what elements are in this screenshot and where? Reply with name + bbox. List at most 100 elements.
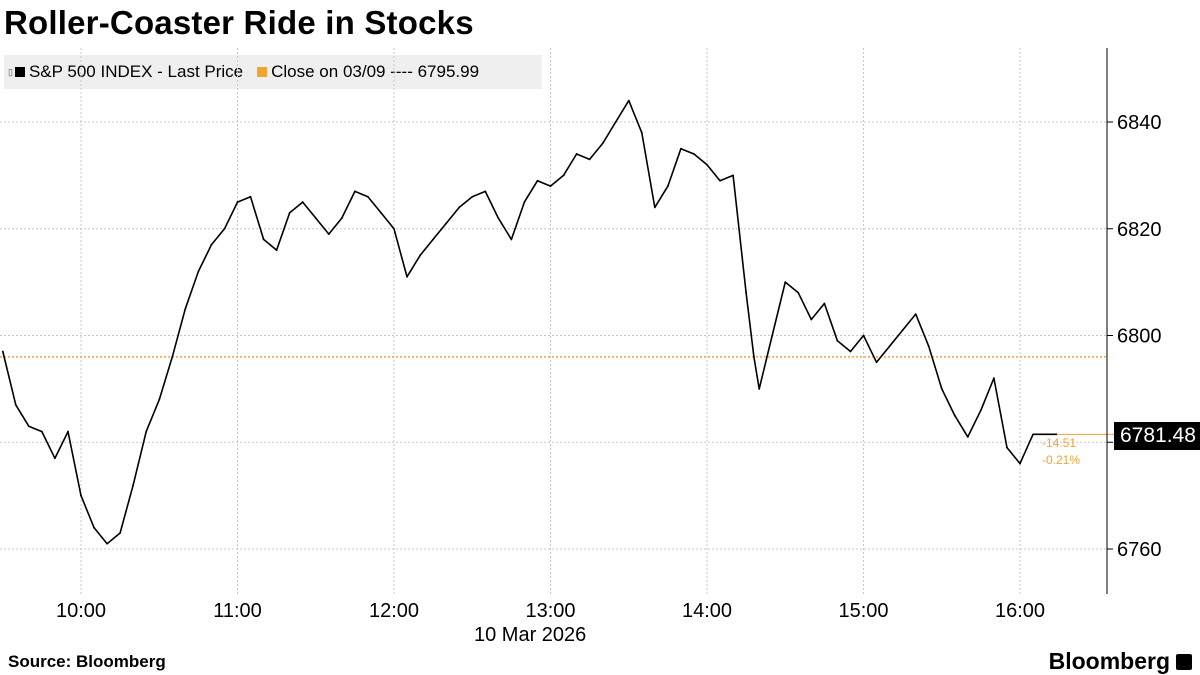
price-point — [80, 494, 82, 497]
price-point — [914, 313, 917, 316]
legend-item-series: ▯ S&P 500 INDEX - Last Price — [4, 62, 243, 82]
chart-title: Roller-Coaster Ride in Stocks — [4, 4, 474, 41]
price-point — [745, 291, 748, 294]
price-point — [54, 457, 56, 460]
price-point — [640, 131, 643, 134]
price-point — [758, 387, 761, 390]
price-point — [458, 206, 461, 209]
x-tick-label: 11:00 — [213, 600, 262, 622]
price-point — [40, 430, 43, 433]
price-point — [588, 158, 591, 161]
price-point — [497, 217, 500, 219]
price-point — [288, 211, 291, 214]
series-layer — [1, 99, 1114, 545]
price-point — [119, 532, 122, 534]
price-point — [158, 398, 161, 401]
price-point — [327, 233, 330, 235]
price-point — [145, 430, 148, 433]
x-tick-label: 10:00 — [56, 600, 106, 622]
price-point — [627, 99, 630, 102]
price-point — [966, 436, 969, 438]
price-point — [836, 339, 839, 342]
y-tick-label: 6820 — [1117, 219, 1162, 241]
price-point — [314, 217, 317, 219]
legend-close-label: Close on 03/09 ---- 6795.99 — [271, 62, 480, 81]
x-tick-label: 15:00 — [838, 600, 888, 622]
x-tick-label: 16:00 — [995, 600, 1045, 622]
price-point — [340, 217, 343, 219]
last-price-badge: 6781.48 — [1114, 422, 1200, 450]
brand-name: Bloomberg — [1048, 648, 1170, 674]
price-point — [223, 227, 226, 230]
price-point — [753, 355, 755, 358]
legend-marker-icon: ▯ — [8, 66, 13, 77]
price-point — [784, 281, 787, 284]
bloomberg-logo-icon — [1176, 653, 1192, 670]
price-point — [171, 355, 174, 358]
price-point — [797, 291, 800, 294]
price-point — [862, 334, 865, 337]
tick-label-layer: 6760678068006820684010:0011:0012:0013:00… — [56, 112, 1162, 622]
price-point — [901, 329, 904, 332]
date-label: 10 Mar 2026 — [474, 624, 587, 646]
price-point — [1, 350, 4, 353]
price-point — [940, 387, 943, 390]
brand-logo: Bloomberg — [1049, 648, 1192, 675]
legend: ▯ S&P 500 INDEX - Last Price Close on 03… — [4, 55, 542, 89]
price-point — [993, 377, 995, 380]
price-point — [249, 195, 252, 198]
change-pct-label: -0.21% — [1042, 453, 1081, 467]
price-point — [406, 275, 408, 278]
price-point — [849, 350, 852, 353]
price-point — [979, 409, 982, 412]
legend-item-close: Close on 03/09 ---- 6795.99 — [257, 62, 479, 82]
price-point — [614, 121, 617, 123]
axis-layer — [1106, 48, 1113, 594]
price-point — [523, 201, 526, 203]
price-point — [471, 195, 474, 198]
price-series-line — [2, 99, 1034, 545]
y-tick-label: 6800 — [1117, 326, 1162, 348]
price-point — [875, 361, 878, 364]
price-point — [275, 249, 278, 252]
price-point — [666, 185, 669, 187]
price-point — [393, 227, 395, 230]
price-point — [653, 206, 656, 209]
price-point — [262, 238, 265, 241]
price-point — [301, 201, 304, 203]
price-point — [484, 190, 487, 193]
price-point — [575, 153, 578, 155]
price-point — [93, 526, 95, 529]
grid-layer — [0, 48, 1107, 594]
price-point — [562, 174, 565, 177]
price-point — [14, 403, 17, 406]
price-point — [536, 179, 539, 182]
price-point — [210, 243, 213, 246]
price-point — [419, 254, 421, 257]
price-point — [1019, 462, 1021, 465]
series-swatch-icon — [14, 67, 25, 77]
close-swatch-icon — [257, 67, 268, 77]
x-tick-label: 13:00 — [525, 600, 575, 622]
price-point — [927, 345, 930, 348]
y-tick-label: 6760 — [1117, 539, 1162, 561]
price-point — [510, 238, 513, 241]
price-point — [236, 201, 239, 203]
x-tick-label: 14:00 — [682, 600, 732, 622]
price-point — [380, 211, 382, 214]
price-point — [445, 222, 448, 225]
change-abs-label: -14.51 — [1042, 436, 1077, 450]
price-point — [1006, 446, 1008, 449]
price-point — [732, 174, 734, 177]
price-point — [67, 430, 69, 433]
price-point — [367, 195, 369, 198]
price-point — [953, 414, 956, 417]
price-point — [27, 425, 30, 428]
price-point — [353, 190, 356, 193]
y-tick-label: 6840 — [1117, 112, 1162, 134]
price-point — [771, 334, 774, 337]
price-point — [693, 153, 695, 155]
price-point — [810, 318, 813, 321]
price-point — [706, 163, 708, 166]
